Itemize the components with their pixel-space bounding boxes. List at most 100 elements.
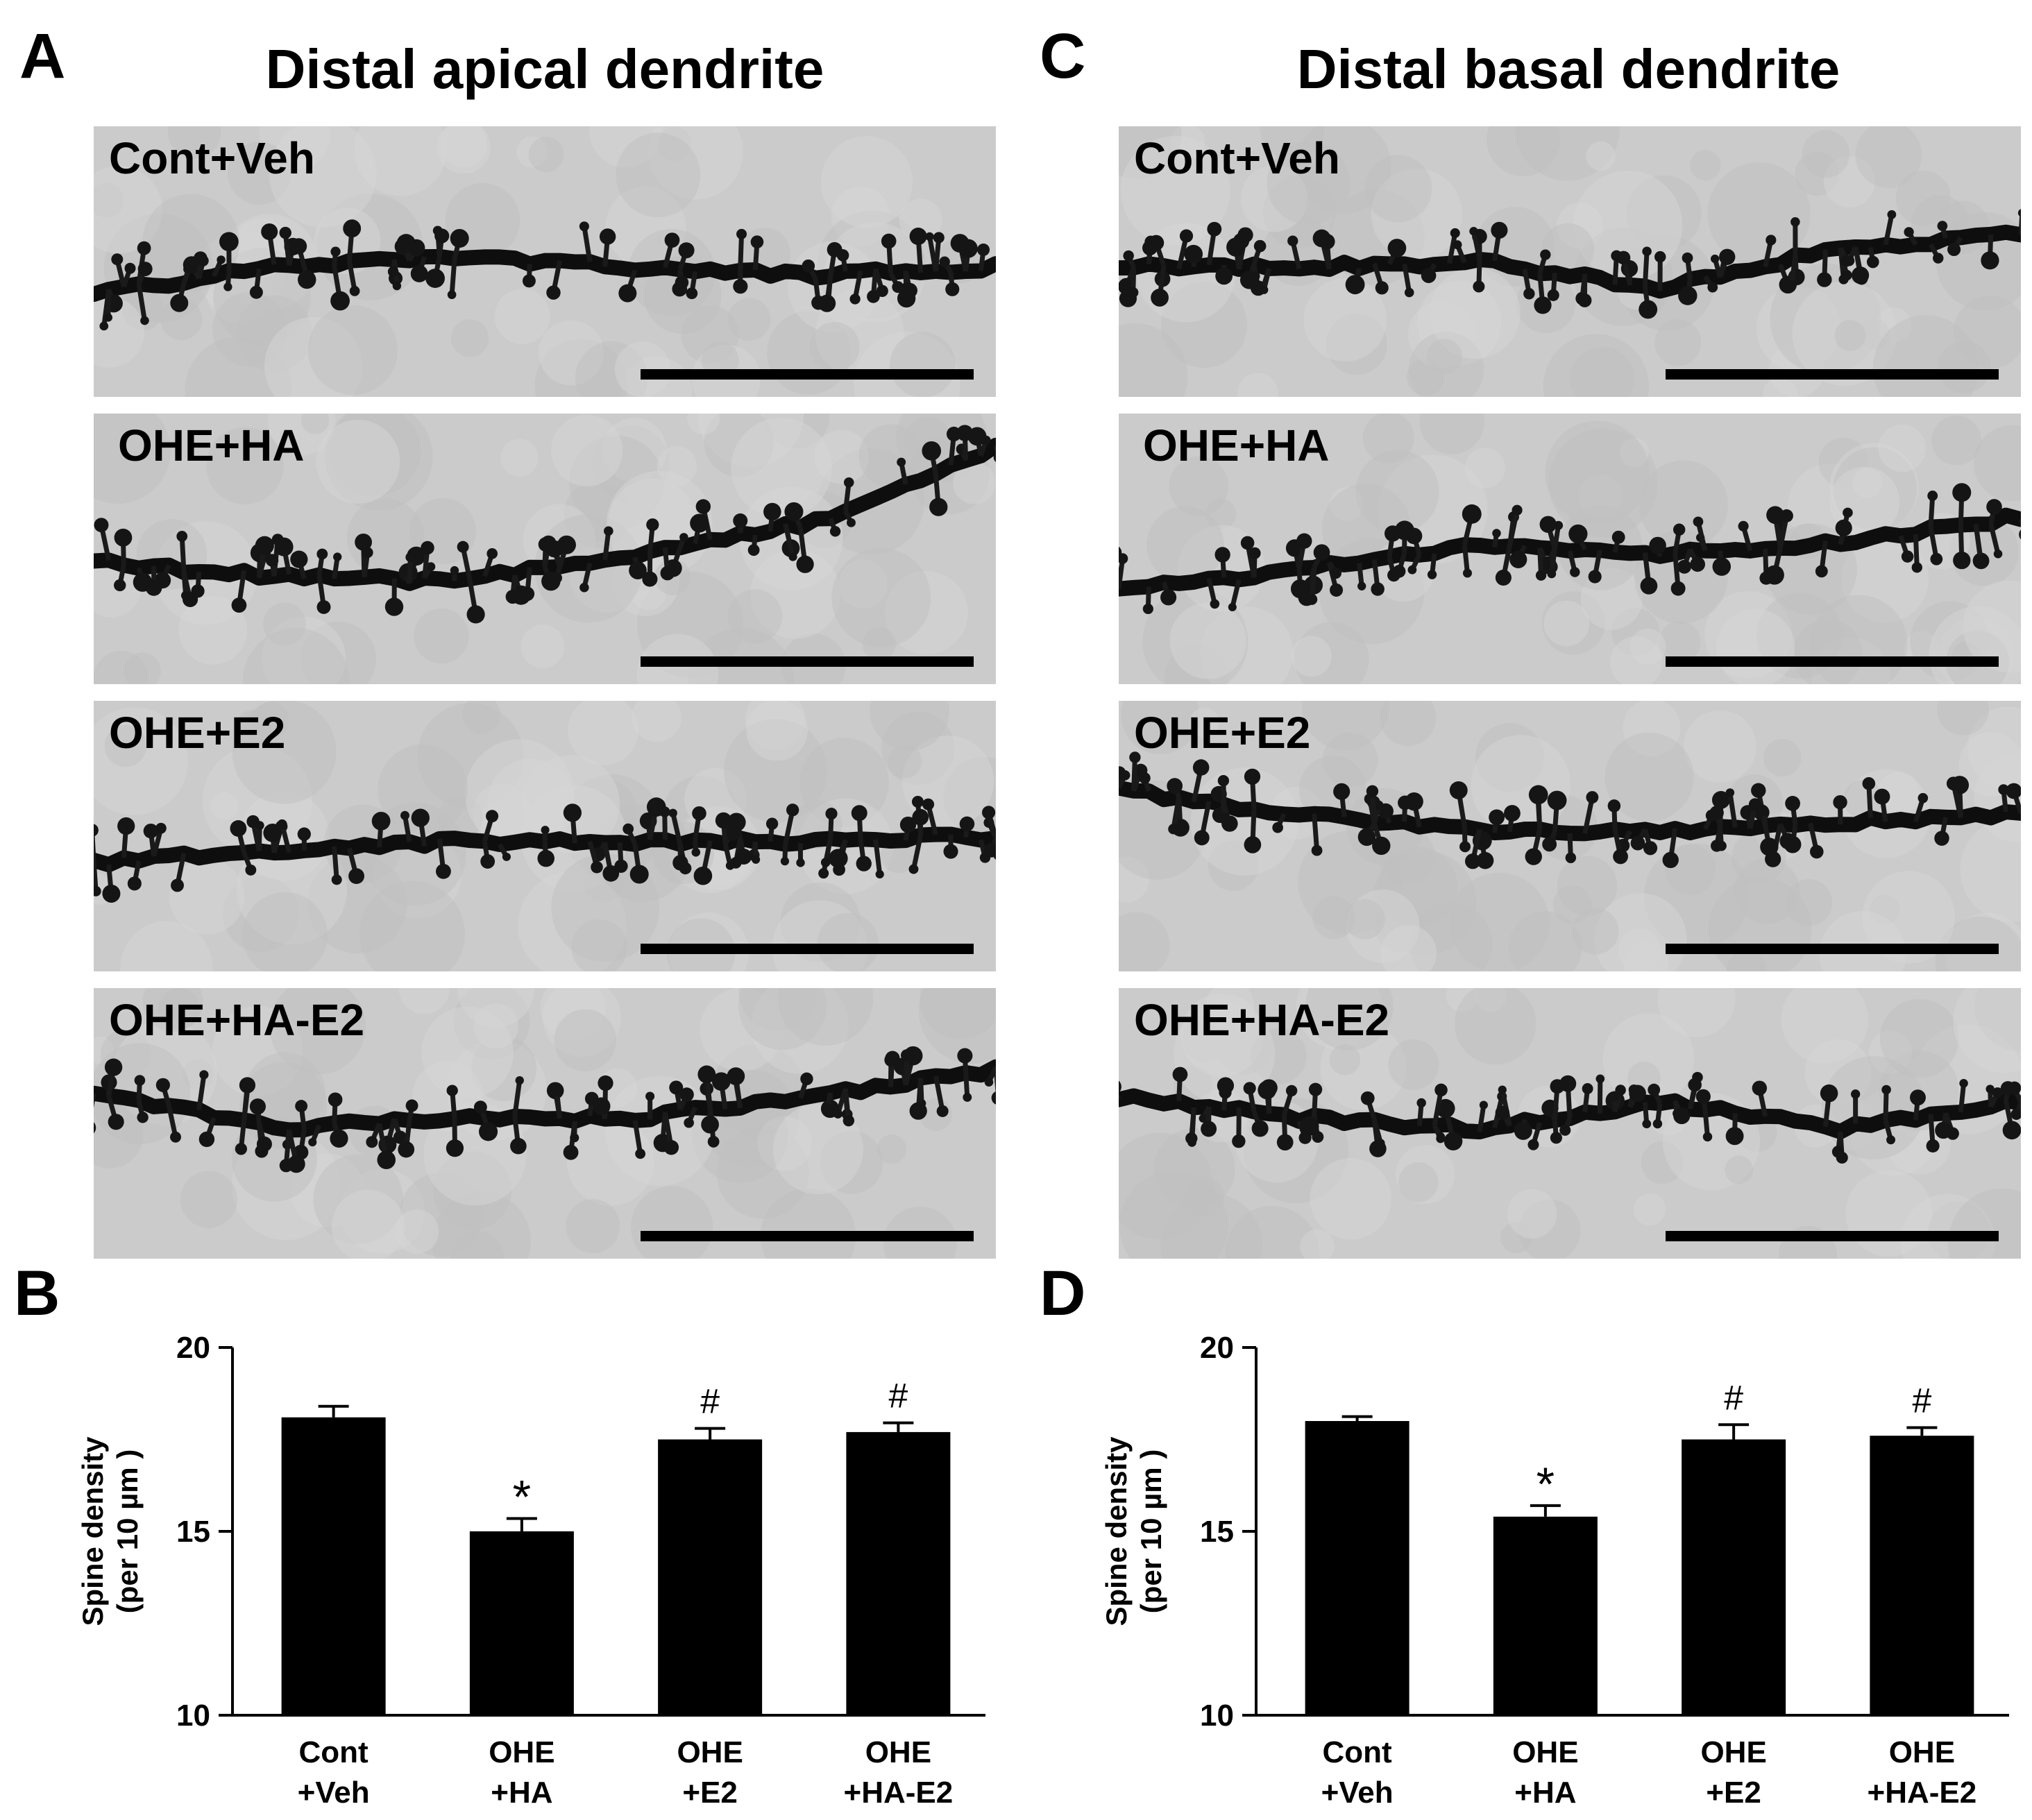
spine-head [1886,1135,1896,1145]
texture-blob [746,701,808,761]
spine-head [1210,599,1220,609]
spine-head [94,1122,96,1134]
spine-head [450,228,469,248]
spine-head [1843,507,1853,518]
spine-head [1253,239,1267,253]
texture-blob [616,133,701,218]
spine-head [679,533,688,542]
spine-head [371,811,391,831]
texture-blob [568,701,638,766]
spine-head [684,1117,694,1128]
spine-head [1185,1132,1198,1145]
texture-blob [920,988,996,1040]
bar [281,1417,386,1715]
texture-blob [1419,414,1484,454]
spine-head [249,285,263,299]
spine-head [1199,1114,1208,1123]
spine-head [1330,583,1344,597]
micrograph-apical-cont-veh: Cont+Veh [94,126,996,397]
texture-blob [440,126,487,168]
spine-neck [179,536,187,573]
spine-head [811,296,826,310]
texture-blob [1654,319,1702,366]
texture-blob [687,414,720,435]
spine-head [912,808,929,826]
spine-neck [332,846,339,881]
texture-blob [487,758,575,847]
spine-neck [1171,797,1182,830]
spine-head [1550,1132,1563,1144]
spine-head [1535,570,1547,581]
spine-head [1542,837,1557,852]
significance-marker: # [1912,1381,1931,1420]
spine-head [1476,851,1494,869]
texture-blob [1895,170,1951,226]
spine-head [1662,851,1679,869]
spine-head [1311,844,1323,856]
spine-head [198,1131,215,1148]
spine-head [579,583,589,593]
spine-head [1841,269,1852,281]
spine-head [1398,795,1412,810]
texture-blob [1763,738,1802,777]
dendrite-image [1119,701,2021,971]
spine-head [537,849,554,867]
scale-bar [1666,944,1999,954]
spine-head [366,1136,378,1148]
spine-head [333,552,342,561]
spine-head [796,858,805,867]
spine-head [1139,772,1151,784]
micrograph-label: Cont+Veh [109,133,315,183]
texture-blob [178,595,248,665]
spine-head [945,282,960,296]
spine-head [348,868,364,885]
spine-neck [1727,792,1738,828]
spine-head [1629,1085,1646,1103]
spine-head [1986,499,2002,515]
spine-head [308,1138,317,1147]
texture-blob [331,1189,405,1259]
spine-head [659,806,670,817]
spine-head [1817,272,1832,287]
spine-head [851,805,867,822]
texture-blob [1931,415,1981,466]
spine-head [1258,1080,1277,1100]
texture-blob [1388,1039,1439,1090]
spine-head [1226,237,1246,257]
texture-blob [1301,701,1389,751]
spine-head [1654,250,1666,263]
texture-blob [1426,339,1462,375]
spine-head [104,1058,123,1076]
spine-head [486,548,498,559]
spine-head [829,849,848,868]
spine-head [690,513,709,533]
spine-head [230,820,247,837]
spine-head [1547,289,1559,301]
spine-head [316,599,331,614]
texture-blob [1454,988,1536,1065]
spine-head [330,1129,348,1148]
micrograph-label: OHE+HA [118,420,305,470]
basal-column-title: Distal basal dendrite [1296,38,1840,100]
spine-head [1244,768,1261,785]
spine-head [1540,249,1551,260]
spine-head [1933,253,1944,264]
texture-blob [809,322,860,372]
spine-head [1901,550,1914,563]
spine-head [802,259,815,273]
texture-blob [1344,899,1385,939]
spine-head [1725,788,1735,797]
spine-head [1357,828,1376,847]
spine-neck [1928,495,1936,527]
spine-head [249,1098,266,1115]
spine-head [1237,227,1253,243]
texture-blob [550,414,623,487]
spine-head [711,1072,731,1091]
panel-letter-b: B [14,1258,60,1329]
texture-blob [1586,141,1616,171]
spine-head [736,849,752,865]
texture-blob [354,126,447,196]
spine-head [1184,244,1203,264]
texture-blob [253,701,289,738]
spine-head [752,855,761,864]
